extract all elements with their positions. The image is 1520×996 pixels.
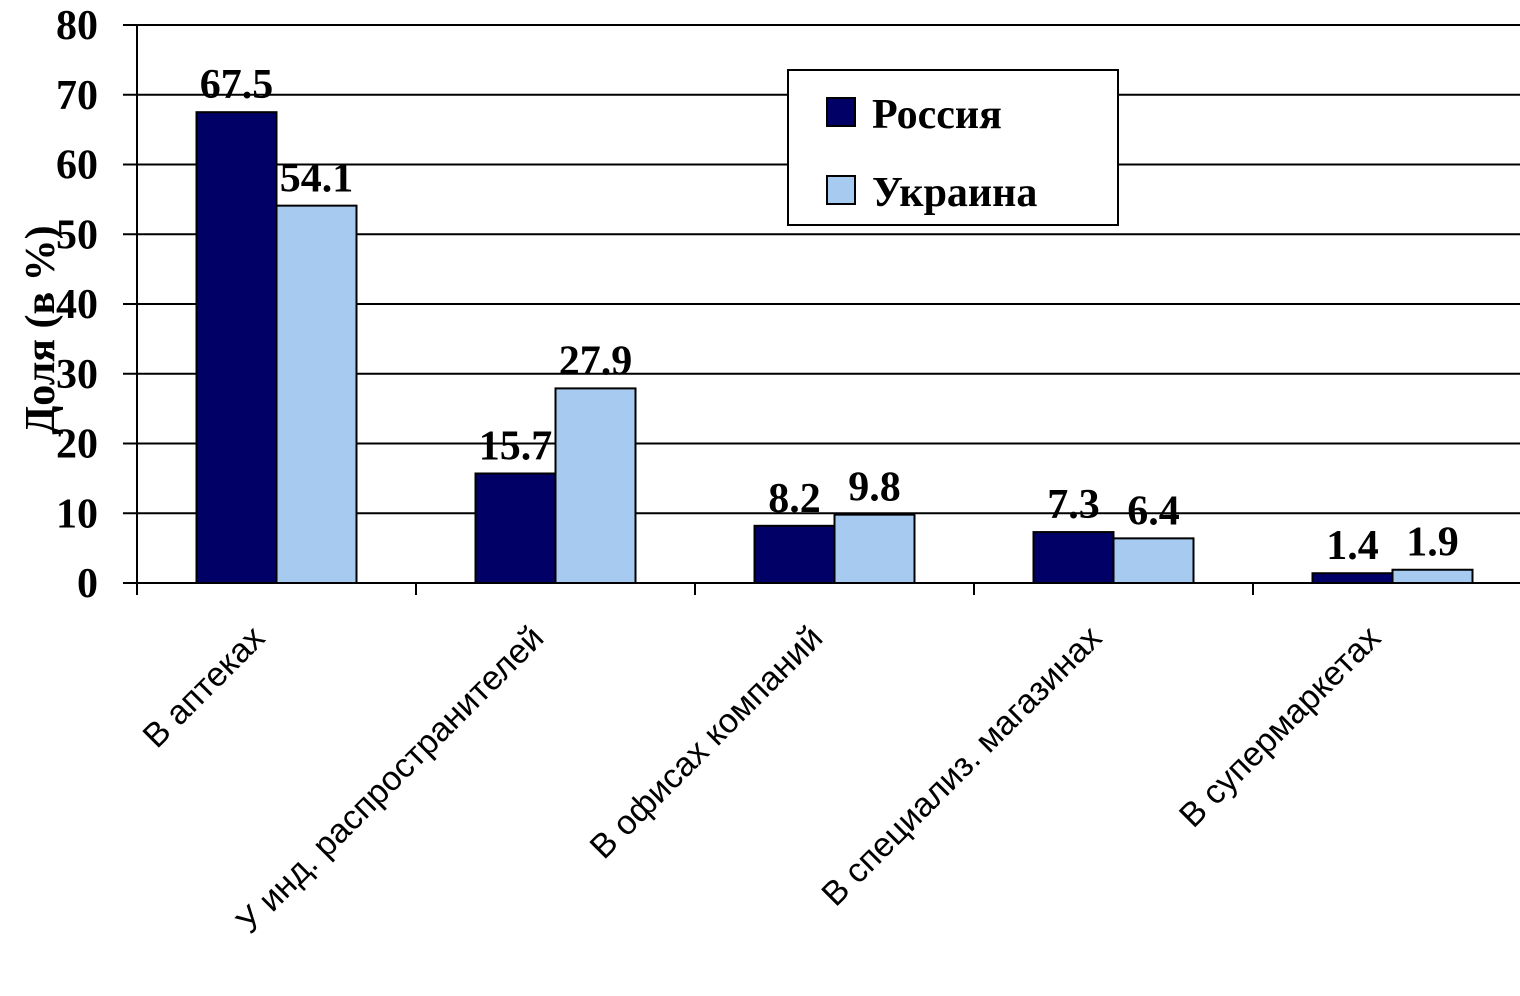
y-tick-label: 0 [77,561,98,607]
y-tick-label: 30 [56,352,98,398]
data-label: 1.9 [1406,520,1459,566]
bar [474,472,557,584]
data-label: 7.3 [1047,482,1100,528]
bar [554,387,637,584]
x-tick-label: В офисах компаний [583,619,830,866]
x-tick-label: У инд. распространителей [229,619,551,941]
x-tick-label: В аптеках [136,619,273,756]
bar [1391,568,1474,584]
bar [1112,537,1195,584]
x-tick-label: В супермаркетах [1172,619,1388,835]
bar [753,524,836,584]
bar [833,513,916,585]
bar [1311,572,1394,584]
bar [275,204,358,584]
bar [195,111,278,584]
bar [1032,531,1115,585]
data-label: 54.1 [280,156,354,202]
data-label: 67.5 [200,62,274,108]
data-label: 9.8 [848,465,901,511]
y-axis-label: Доля (в %) [18,225,64,434]
y-tick-label: 50 [56,212,98,258]
data-label: 8.2 [768,476,821,522]
y-tick-label: 10 [56,491,98,537]
data-label: 1.4 [1326,523,1379,569]
y-tick-label: 60 [56,143,98,189]
y-tick-label: 80 [56,3,98,49]
legend-label: Украина [872,170,1037,216]
data-label: 15.7 [479,423,553,469]
legend-label: Россия [872,92,1002,138]
legend-swatch [826,97,856,127]
data-label: 6.4 [1127,488,1180,534]
y-tick-label: 70 [56,73,98,119]
x-tick-label: В специализ. магазинах [814,619,1109,914]
y-tick-label: 20 [56,422,98,468]
y-tick-label: 40 [56,282,98,328]
data-label: 27.9 [559,338,633,384]
legend-swatch [826,175,856,205]
